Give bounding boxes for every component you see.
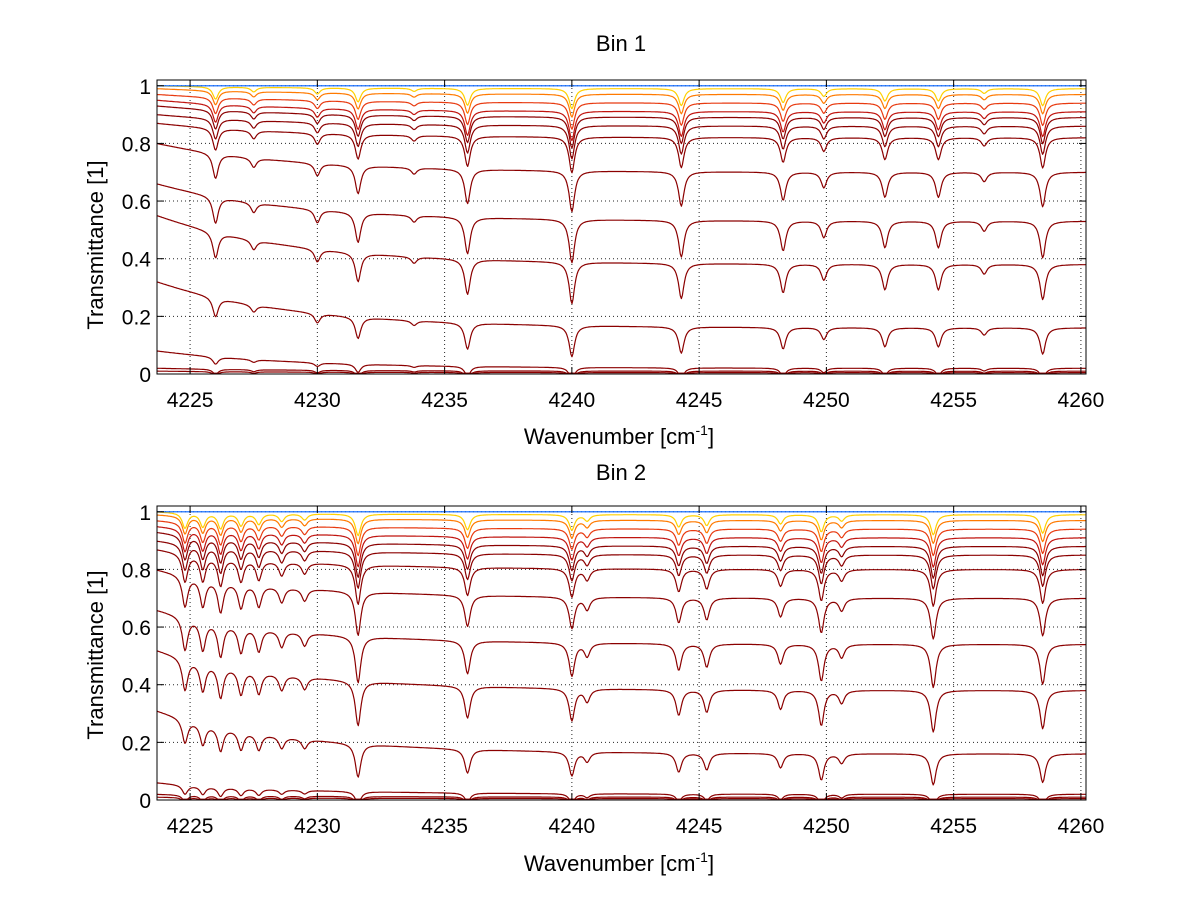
x-tick-label: 4235 (421, 815, 468, 838)
series-line (156, 650, 1086, 733)
series-line (156, 520, 1086, 557)
axis-ticks: 4225 4230 4235 4240 4245 4250 4255 4260 0 0.2 0.4 0… (122, 502, 1104, 838)
series-line (156, 511, 1086, 537)
x-tick-label: 4245 (676, 389, 723, 412)
x-tick-label: 4240 (549, 389, 596, 412)
y-axis-label: Transmittance [1] (83, 570, 108, 739)
y-tick-label: 0 (139, 790, 151, 813)
series-group (156, 511, 1087, 800)
series-line (156, 610, 1086, 689)
x-axis-label: Wavenumber [cm-1] (524, 849, 714, 876)
x-tick-label: 4255 (930, 389, 977, 412)
y-tick-label: 0.2 (122, 732, 151, 755)
x-axis-label-main: Wavenumber [cm (524, 424, 696, 449)
x-axis-label-superscript: -1 (696, 849, 709, 865)
x-tick-label: 4250 (803, 389, 850, 412)
series-line (156, 782, 1086, 800)
series-line (157, 370, 1086, 374)
series-line (156, 114, 1086, 160)
x-axis-label-end: ] (708, 424, 714, 449)
y-tick-label: 1 (139, 502, 151, 525)
x-axis-label-superscript: -1 (696, 422, 709, 438)
series-line (157, 514, 1087, 545)
chart-title: Bin 2 (596, 460, 646, 485)
axis-ticks: 4225 4230 4235 4240 4245 4250 4255 4260 0 0.2 0.4 0… (122, 76, 1104, 412)
x-axis-label-end: ] (708, 851, 714, 876)
x-tick-label: 4245 (676, 815, 723, 838)
y-tick-label: 0 (139, 364, 151, 387)
series-line (156, 526, 1086, 568)
y-tick-label: 0.8 (122, 559, 151, 582)
chart-panel-bin-2: Bin 2 Transmittance [1] Wavenumber [cm-1… (83, 460, 1104, 876)
y-tick-label: 1 (139, 76, 151, 99)
series-line (156, 569, 1086, 640)
series-line (156, 142, 1086, 213)
y-tick-label: 0.6 (122, 191, 151, 214)
chart-title: Bin 1 (596, 31, 646, 56)
series-line (156, 215, 1086, 305)
series-line (157, 99, 1086, 142)
series-line (156, 88, 1086, 118)
series-line (156, 549, 1086, 607)
plot-frame (156, 79, 1087, 375)
plot-frame (156, 505, 1087, 801)
y-axis-label: Transmittance [1] (83, 160, 108, 329)
x-tick-label: 4260 (1058, 815, 1105, 838)
series-line (156, 183, 1087, 264)
series-line (156, 350, 1086, 374)
y-tick-label: 0.6 (122, 617, 151, 640)
x-tick-label: 4230 (294, 389, 341, 412)
series-line (156, 281, 1086, 358)
y-tick-label: 0.8 (122, 133, 151, 156)
x-tick-label: 4225 (167, 815, 214, 838)
x-tick-label: 4260 (1058, 389, 1105, 412)
x-tick-label: 4225 (167, 389, 214, 412)
x-tick-label: 4230 (294, 815, 341, 838)
series-line (157, 85, 1086, 110)
series-line (156, 105, 1086, 149)
series-line (156, 531, 1086, 579)
chart-panel-bin-1: Bin 1 Transmittance [1] Wavenumber [cm-1… (83, 31, 1104, 449)
x-tick-label: 4235 (421, 389, 468, 412)
y-tick-label: 0.4 (122, 675, 152, 698)
series-line (156, 93, 1086, 130)
x-tick-label: 4250 (803, 815, 850, 838)
x-tick-label: 4255 (930, 815, 977, 838)
series-line (157, 367, 1086, 374)
x-axis-label-main: Wavenumber [cm (524, 851, 696, 876)
x-tick-label: 4240 (549, 815, 596, 838)
series-line (156, 122, 1086, 174)
series-group (156, 85, 1087, 374)
series-line (156, 710, 1086, 786)
y-tick-label: 0.2 (122, 306, 151, 329)
x-axis-label: Wavenumber [cm-1] (524, 422, 714, 449)
y-tick-label: 0.4 (122, 249, 152, 272)
series-line (156, 540, 1086, 590)
